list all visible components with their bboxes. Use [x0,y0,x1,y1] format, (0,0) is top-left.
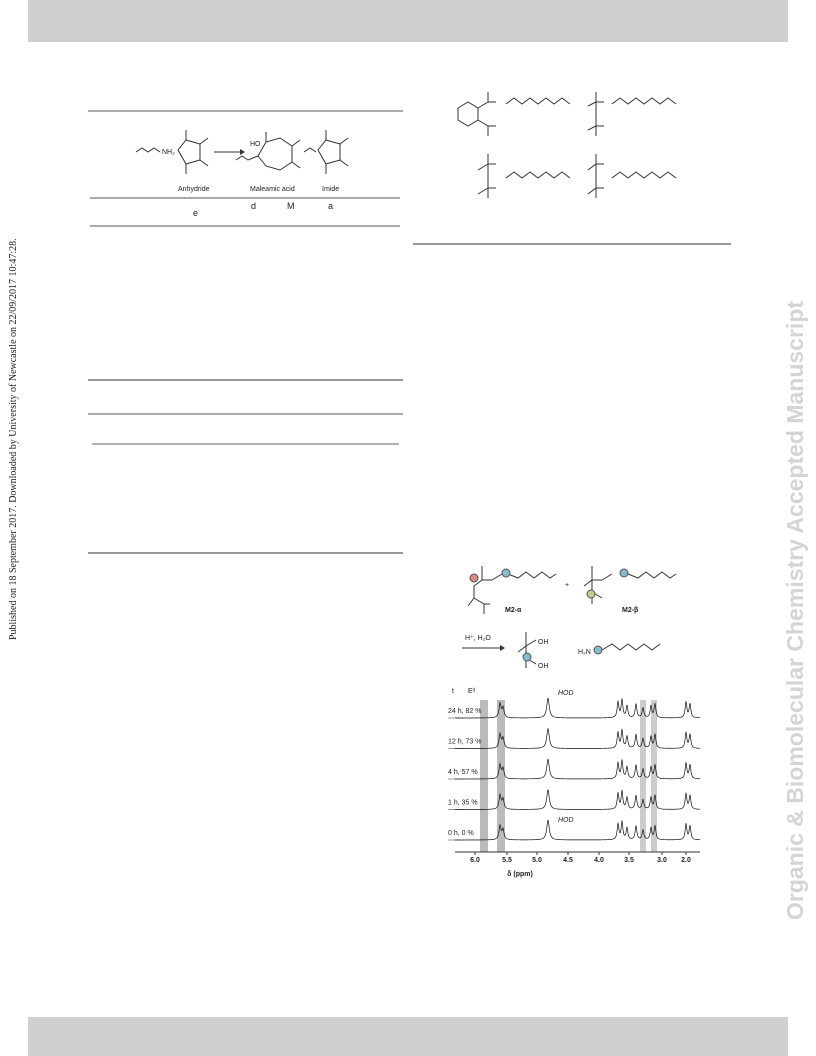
highlight [640,700,646,852]
highlight [480,700,488,852]
marker [501,568,511,578]
x-tick-label: 2.0 [681,857,691,864]
hod-label: HOD [558,690,574,697]
x-tick-label: 5.5 [502,857,512,864]
trace-label: 0 h, 0 % [448,830,474,837]
anhydride-structure [135,130,209,174]
monomer [587,92,677,136]
oh-label: OH [538,663,549,670]
marker [469,573,479,583]
nmr-figure: t Eᵈ HOD HOD δ (ppm) 24 h, 82 % 12 h, 73 … [448,688,701,878]
m2-alpha [467,566,557,614]
trace-label: 24 h, 82 % [448,708,481,715]
plus: + [565,582,569,589]
highlight [497,700,505,852]
spectrum-trace [454,697,701,719]
side-note: Published on 18 September 2017. Download… [8,238,19,640]
m2-beta [583,566,677,604]
x-tick-label: 3.0 [657,857,667,864]
oh-label: HO [250,141,261,148]
scheme-label: Imide [322,186,339,193]
monomer [587,154,677,198]
oh-label: OH [538,639,549,646]
scheme: NH₂ HO Anhydride Maleamic acid Imide [135,130,349,193]
amine-label: H₂N [578,649,591,656]
structure-label: M2-α [505,607,522,614]
maleamic-structure [235,132,301,171]
x-tick-label: 4.0 [594,857,604,864]
marker [522,652,532,662]
column-header: t [452,688,454,695]
scheme-label: Anhydride [178,186,210,193]
column-header: Eᵈ [468,688,476,695]
x-tick-label: 6.0 [470,857,480,864]
spectrum-trace [454,819,701,841]
spectrum-trace [454,728,701,749]
x-tick-label: 5.0 [532,857,542,864]
table-cell: a [328,201,333,211]
imide-structure [303,130,349,174]
acid [517,632,537,668]
reagent: H⁺, H₂O [465,635,491,642]
scheme-label: Maleamic acid [250,186,295,193]
amine-label: NH₂ [162,149,175,156]
header-bar [28,0,788,42]
footer-bar [28,1017,788,1056]
marker [593,645,603,655]
arrow-head [500,645,505,651]
trace-label: 12 h, 73 % [448,739,481,746]
marker [619,568,629,578]
spectrum-trace [454,758,701,780]
structure-label: M2-β [622,607,639,614]
table-cell: e [193,208,198,218]
monomer [477,154,571,198]
axis-label: δ (ppm) [507,871,533,878]
hod-label: HOD [558,817,574,824]
trace-label: 1 h, 35 % [448,800,478,807]
x-tick-label: 4.5 [563,857,573,864]
highlight [651,700,657,852]
hydrolysis-scheme: + M2-α M2-β H⁺, H₂O OH OH H₂N [462,566,677,670]
monomer-structures [457,92,677,198]
monomer [457,92,571,136]
arrow-head [240,149,245,155]
x-tick-label: 3.5 [624,857,634,864]
watermark: Organic & Biomolecular Chemistry Accepte… [782,301,808,920]
table-cell: M [287,201,295,211]
marker [586,589,596,599]
peg-chain [601,643,661,651]
table-cell: d [251,201,256,211]
spectrum-trace [454,789,701,810]
trace-label: 4 h, 57 % [448,769,478,776]
